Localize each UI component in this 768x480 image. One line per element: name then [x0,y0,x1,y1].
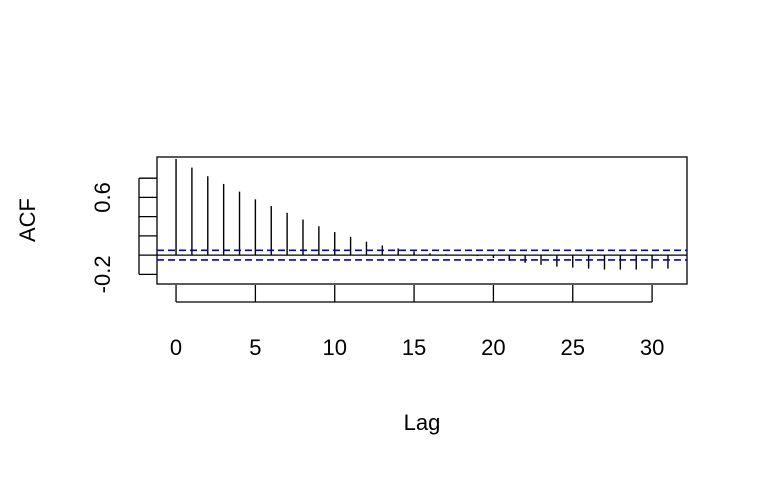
y-tick-label-0.6: 0.6 [90,182,115,213]
y-tick-label--0.2: -0.2 [90,255,115,293]
x-tick-label-10: 10 [322,335,346,360]
reference-lines [157,249,687,261]
plot-box [156,156,688,285]
x-axis: 0 5 10 15 20 25 30 [170,285,664,360]
x-tick-label-30: 30 [640,335,664,360]
x-tick-label-0: 0 [170,335,182,360]
x-tick-label-5: 5 [249,335,261,360]
x-tick-label-25: 25 [561,335,585,360]
x-tick-label-15: 15 [402,335,426,360]
y-axis-label: ACF [15,198,40,242]
y-axis: -0.2 0.6 [90,177,157,293]
acf-stems [175,158,669,270]
x-axis-label: Lag [404,410,441,435]
x-tick-label-20: 20 [481,335,505,360]
